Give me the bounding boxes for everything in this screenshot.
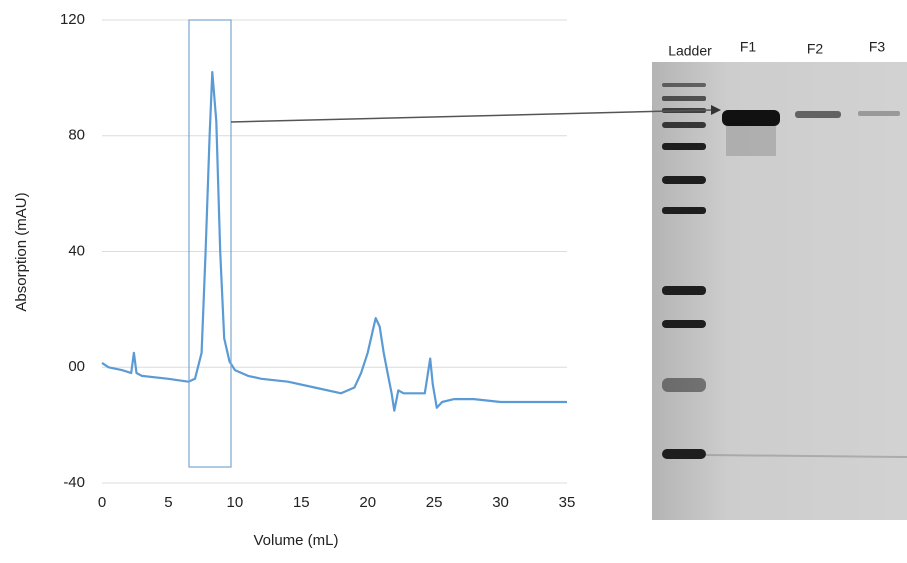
x-tick-label: 5 <box>164 494 172 511</box>
x-axis-label: Volume (mL) <box>253 532 338 549</box>
x-tick-label: 20 <box>359 494 376 511</box>
y-tick-label: -40 <box>63 474 85 491</box>
y-tick-label: 00 <box>68 358 85 375</box>
x-tick-label: 35 <box>559 494 576 511</box>
data-line <box>101 71 567 412</box>
x-tick-label: 25 <box>426 494 443 511</box>
lane-label: F1 <box>740 39 757 55</box>
lane-label: F3 <box>869 39 886 55</box>
y-axis-label: Absorption (mAU) <box>13 192 30 311</box>
x-tick-label: 10 <box>227 494 244 511</box>
y-tick-label: 40 <box>68 242 85 259</box>
dye-front <box>705 454 907 458</box>
ladder-bands <box>662 83 706 459</box>
f1-smear <box>726 126 776 156</box>
peak-box <box>188 19 232 468</box>
x-tick-label: 15 <box>293 494 310 511</box>
lane-label: F2 <box>807 41 824 57</box>
f2-band <box>795 111 841 118</box>
gel-image: Ladder F1 F2 F3 <box>652 39 907 520</box>
y-tick-label: 120 <box>60 11 85 28</box>
f3-band <box>858 111 900 116</box>
x-tick-label: 0 <box>98 494 106 511</box>
arrow-head <box>711 105 721 115</box>
x-tick-label: 30 <box>492 494 509 511</box>
y-tick-label: 80 <box>68 127 85 144</box>
lane-label: Ladder <box>668 43 712 59</box>
arrow-line <box>230 109 713 123</box>
f1-band <box>722 110 780 126</box>
